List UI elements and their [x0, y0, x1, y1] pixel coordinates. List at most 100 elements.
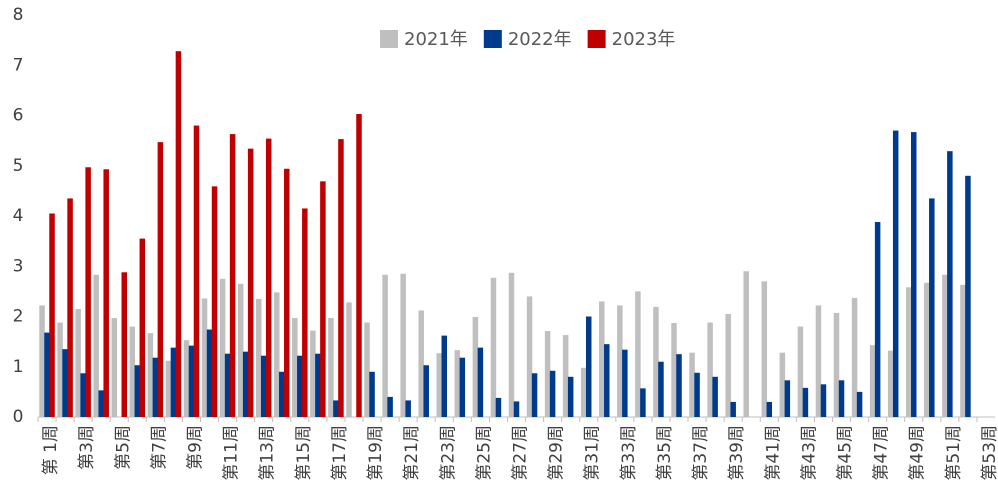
- bar: [405, 400, 411, 417]
- bar: [761, 281, 768, 417]
- bar: [459, 357, 466, 417]
- bar: [797, 326, 804, 417]
- bar: [57, 322, 63, 417]
- y-tick-label: 2: [13, 307, 24, 327]
- bar: [320, 181, 326, 417]
- bar: [743, 271, 749, 417]
- bar: [121, 272, 128, 417]
- bar: [338, 139, 344, 417]
- bar: [869, 345, 876, 417]
- y-tick-label: 4: [13, 206, 24, 226]
- bar: [170, 347, 177, 417]
- bar: [694, 372, 700, 417]
- bar: [297, 355, 303, 417]
- bar: [75, 308, 81, 417]
- bar: [62, 349, 68, 417]
- y-tick-label: 7: [13, 55, 24, 75]
- bar: [929, 198, 935, 417]
- bar: [640, 388, 646, 417]
- bar: [477, 347, 484, 417]
- x-tick-label: 第41周: [763, 425, 783, 481]
- x-tick-label: 第31周: [583, 425, 603, 481]
- bar: [815, 305, 822, 417]
- bar: [599, 301, 605, 417]
- x-tick-label: 第33周: [619, 425, 639, 481]
- bar: [423, 365, 429, 417]
- x-tick-label: 第39周: [727, 425, 747, 481]
- x-tick-label: 第45周: [836, 425, 856, 481]
- bar: [242, 351, 249, 417]
- bar: [139, 238, 146, 417]
- bar: [188, 345, 195, 417]
- bar: [531, 373, 538, 417]
- bar: [508, 272, 515, 417]
- bar: [260, 355, 267, 417]
- bar: [965, 175, 971, 417]
- bar: [802, 387, 809, 417]
- bar: [604, 344, 610, 417]
- x-tick-label: 第 1周: [41, 425, 61, 475]
- x-tick-label: 第43周: [799, 425, 819, 481]
- bar: [712, 376, 718, 417]
- bar: [730, 401, 736, 417]
- bar: [274, 292, 280, 417]
- x-tick-label: 第47周: [872, 425, 892, 481]
- bar: [315, 353, 321, 417]
- x-tick-label: 第11周: [222, 425, 242, 481]
- x-tick-label: 第3周: [77, 425, 97, 470]
- bar: [103, 169, 109, 417]
- bar: [671, 323, 677, 417]
- bar: [193, 125, 200, 418]
- x-tick-label: 第15周: [294, 425, 314, 481]
- bar: [333, 400, 339, 417]
- x-tick-label: 第9周: [185, 425, 205, 470]
- x-tick-label: 第21周: [402, 425, 422, 481]
- bar: [707, 322, 713, 417]
- bar: [279, 371, 285, 417]
- bar: [820, 384, 827, 417]
- bar: [265, 138, 272, 418]
- bar: [513, 401, 520, 417]
- bar: [175, 51, 182, 418]
- bar: [157, 142, 164, 417]
- x-tick-label: 第29周: [547, 425, 567, 481]
- legend-label: 2022年: [508, 29, 572, 50]
- x-tick-label: 第35周: [655, 425, 675, 481]
- bar: [111, 318, 118, 417]
- bar: [387, 396, 393, 417]
- legend-label: 2023年: [612, 29, 676, 50]
- bar: [924, 282, 930, 417]
- x-tick-label: 第19周: [366, 425, 386, 481]
- x-tick-label: 第25周: [474, 425, 494, 481]
- bar: [960, 284, 966, 417]
- bar: [585, 316, 592, 417]
- bar: [490, 277, 497, 417]
- bar: [247, 148, 254, 418]
- bar: [400, 273, 406, 417]
- bar: [152, 357, 159, 417]
- x-tick-label: 第53周: [980, 425, 998, 481]
- y-tick-label: 6: [13, 106, 24, 126]
- x-tick-label: 第27周: [511, 425, 531, 481]
- bar: [237, 283, 244, 417]
- x-tick-label: 第13周: [258, 425, 278, 481]
- x-tick-label: 第37周: [691, 425, 711, 481]
- bar: [635, 291, 641, 417]
- bar: [856, 391, 863, 417]
- bar: [526, 296, 533, 417]
- bar: [905, 287, 912, 417]
- bar: [472, 317, 479, 417]
- bar: [658, 361, 664, 417]
- bar: [67, 198, 73, 417]
- bar: [653, 306, 659, 417]
- bar: [147, 333, 154, 417]
- bar: [284, 168, 290, 417]
- bar: [134, 365, 141, 417]
- bar: [892, 130, 899, 417]
- bar: [80, 373, 86, 417]
- x-tick-label: 第7周: [149, 425, 169, 470]
- y-tick-label: 3: [13, 256, 24, 276]
- bar: [44, 332, 50, 417]
- bar: [676, 354, 682, 417]
- bar: [206, 329, 213, 417]
